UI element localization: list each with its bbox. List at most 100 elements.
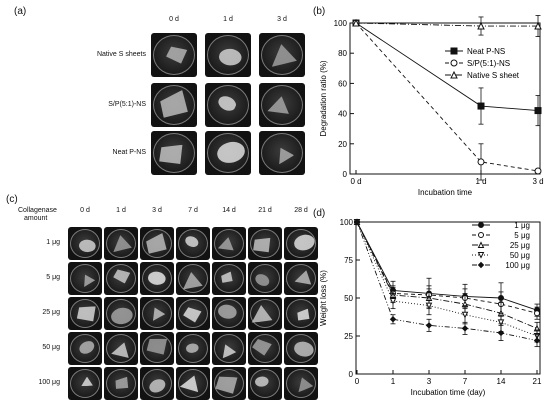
data-point: [461, 325, 469, 332]
petri-dish-photo: [151, 131, 197, 175]
x-tick-label: 14: [497, 377, 506, 386]
y-tick-label: 0: [343, 170, 348, 179]
data-point: [534, 310, 540, 317]
petri-dish-photo: [259, 131, 305, 175]
sample-sheet: [81, 376, 93, 387]
x-tick-label: 0: [355, 377, 360, 386]
petri-dish-photo: [104, 227, 138, 260]
panel-a-col-header: 0 d: [169, 16, 179, 23]
panel-a-label: (a): [14, 6, 27, 17]
y-tick-label: 60: [338, 79, 347, 88]
panel-c-col-header: 3 d: [152, 207, 162, 214]
data-point: [497, 319, 505, 326]
data-point: [477, 252, 485, 259]
x-tick-label: 21: [533, 377, 542, 386]
petri-dish-photo: [104, 367, 138, 400]
series-line: [356, 221, 538, 337]
y-tick-label: 50: [344, 294, 353, 303]
petri-dish-photo: [259, 33, 305, 77]
petri-dish-photo: [248, 227, 282, 260]
x-tick-label: 1: [391, 377, 396, 386]
x-axis-label: Incubation time: [418, 188, 473, 197]
panel-a-col-header: 1 d: [223, 16, 233, 23]
x-tick-label: 3: [427, 377, 432, 386]
y-tick-label: 100: [334, 19, 348, 28]
series-native-s-sheet: [352, 15, 542, 37]
data-point: [477, 241, 485, 248]
data-point: [450, 59, 458, 67]
data-point: [477, 158, 485, 166]
legend-entry: Native S sheet: [445, 70, 520, 80]
legend-label: 5 μg: [514, 231, 530, 240]
petri-dish-photo: [68, 227, 102, 260]
collagenase-label-line1: Collagenase: [18, 207, 57, 214]
series-neat-p-ns: [352, 19, 542, 127]
panel-a-row-label: Native S sheets: [96, 51, 146, 58]
legend-label: Native S sheet: [467, 71, 520, 80]
data-point: [534, 107, 542, 115]
collagenase-label-line2: amount: [24, 215, 48, 222]
petri-dish-photo: [176, 297, 210, 330]
petri-dish-photo: [68, 367, 102, 400]
legend-entry: S/P(5:1)-NS: [445, 59, 510, 68]
petri-dish-photo: [176, 332, 210, 365]
y-tick-label: 0: [349, 370, 354, 379]
data-point: [461, 311, 469, 319]
panel-b-chart: 0 20 40 60 80 100 0 d 1 d 3 d Incubation time Degr…: [319, 15, 544, 197]
data-point: [478, 232, 484, 238]
legend-label: 100 μg: [505, 261, 530, 270]
data-point: [353, 218, 361, 226]
series-line: [356, 221, 538, 311]
petri-dish-photo: [248, 367, 282, 400]
petri-dish-photo: [284, 367, 318, 400]
panel-c-col-header: 0 d: [80, 207, 90, 214]
petri-dish-photo: [212, 227, 246, 260]
petri-dish-photo: [68, 262, 102, 295]
panel-c-row-label: 100 μg: [38, 379, 60, 386]
legend-label: 25 μg: [510, 241, 530, 250]
petri-dish-photo: [248, 297, 282, 330]
legend-entry: 5 μg: [472, 231, 530, 240]
series-50-g: [353, 219, 541, 343]
data-point: [352, 18, 360, 27]
data-point: [477, 21, 485, 30]
petri-dish-photo: [284, 262, 318, 295]
petri-dish-photo: [212, 332, 246, 365]
petri-dish-photo: [205, 83, 251, 127]
dish-rim: [178, 369, 208, 398]
legend-entry: Neat P-NS: [445, 47, 505, 56]
data-point: [533, 337, 541, 344]
legend-entry: 25 μg: [472, 241, 530, 250]
panel-a-row-label: Neat P-NS: [112, 149, 146, 156]
x-tick-label: 3 d: [532, 177, 543, 186]
data-point: [425, 322, 433, 329]
panel-d-label: (d): [313, 208, 326, 219]
data-point: [389, 298, 397, 305]
petri-dish-photo: [68, 332, 102, 365]
legend-label: Neat P-NS: [467, 47, 505, 56]
panel-c-row-label: 25 μg: [42, 309, 60, 316]
legend-label: 1 μg: [514, 221, 530, 230]
petri-dish-photo: [151, 33, 197, 77]
petri-dish-photo: [284, 227, 318, 260]
panel-c-col-header: 28 d: [294, 207, 308, 214]
panel-c-col-header: 1 d: [116, 207, 126, 214]
petri-dish-photo: [104, 262, 138, 295]
x-axis-label: Incubation time (day): [411, 388, 486, 397]
panel-c-col-header: 21 d: [258, 207, 272, 214]
petri-dish-photo: [212, 297, 246, 330]
data-point: [425, 302, 433, 310]
panel-c-row-label: 1 μg: [46, 239, 60, 246]
panel-c-col-header: 14 d: [222, 207, 236, 214]
panel-d-chart: 0 25 50 75 100 0 1 3 7 14 21 Incubation time (day) W…: [319, 218, 542, 397]
petri-dish-photo: [176, 367, 210, 400]
x-tick-label: 1 d: [475, 177, 486, 186]
petri-dish-photo: [176, 227, 210, 260]
series-line: [355, 22, 539, 172]
series-s-p-5-1-ns: [352, 19, 542, 181]
data-point: [497, 329, 505, 337]
petri-dish-photo: [259, 83, 305, 127]
series-line: [356, 221, 538, 329]
legend-entry: 50 μg: [472, 251, 530, 260]
panel-c-row-label: 50 μg: [42, 344, 60, 351]
